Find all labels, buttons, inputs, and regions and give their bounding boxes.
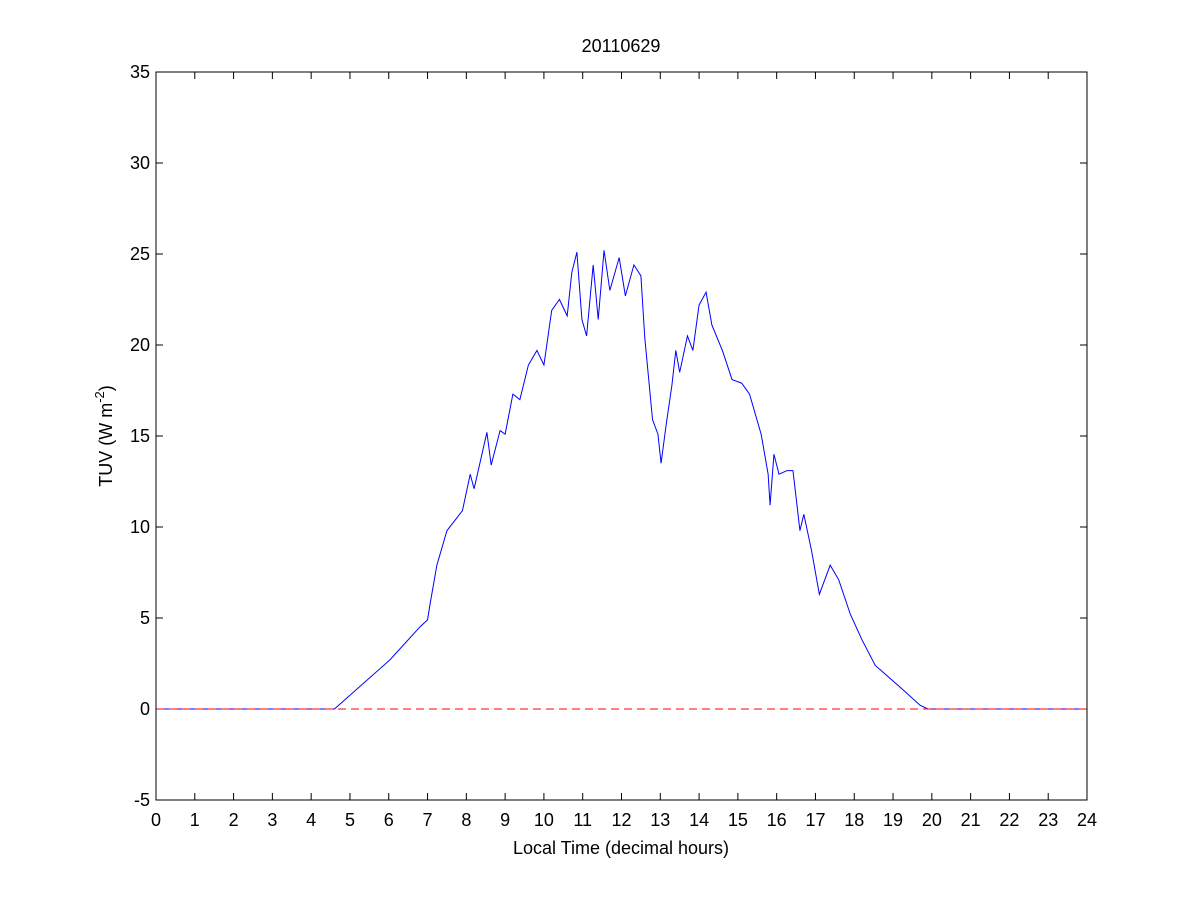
x-tick-label: 10 [534, 810, 554, 830]
x-tick-label: 20 [922, 810, 942, 830]
x-tick-label: 22 [999, 810, 1019, 830]
x-tick-label: 17 [805, 810, 825, 830]
x-tick-label: 19 [883, 810, 903, 830]
x-tick-label: 6 [384, 810, 394, 830]
y-tick-label: 10 [130, 517, 150, 537]
x-tick-label: 16 [767, 810, 787, 830]
y-tick-label: 30 [130, 153, 150, 173]
y-tick-label: 20 [130, 335, 150, 355]
x-tick-label: 3 [267, 810, 277, 830]
axes-box [155, 71, 1088, 801]
y-label-text: TUV (W m [96, 403, 116, 487]
y-tick-label: 35 [130, 62, 150, 82]
x-tick-label: 21 [961, 810, 981, 830]
x-tick-label: 4 [306, 810, 316, 830]
y-label-sup: -2 [92, 391, 107, 403]
y-tick-label: 5 [140, 608, 150, 628]
x-tick-label: 15 [728, 810, 748, 830]
x-tick-label: 2 [229, 810, 239, 830]
chart-title: 20110629 [582, 36, 661, 56]
x-tick-label: 23 [1038, 810, 1058, 830]
x-tick-label: 13 [650, 810, 670, 830]
x-tick-label: 5 [345, 810, 355, 830]
x-tick-label: 8 [461, 810, 471, 830]
y-tick-label: 15 [130, 426, 150, 446]
x-tick-label: 1 [190, 810, 200, 830]
y-tick-label: -5 [134, 790, 150, 810]
y-tick-label: 25 [130, 244, 150, 264]
x-tick-label: 14 [689, 810, 709, 830]
x-tick-label: 9 [500, 810, 510, 830]
x-tick-label: 7 [423, 810, 433, 830]
y-label-suffix: ) [96, 385, 116, 391]
x-tick-label: 12 [611, 810, 631, 830]
data-line [156, 250, 1087, 710]
x-tick-label: 18 [844, 810, 864, 830]
x-tick-label: 0 [151, 810, 161, 830]
x-tick-label: 24 [1077, 810, 1097, 830]
y-axis-label: TUV (W m-2) [92, 385, 116, 487]
x-tick-label: 11 [573, 810, 592, 830]
y-tick-label: 0 [140, 699, 150, 719]
x-axis-label: Local Time (decimal hours) [513, 838, 729, 858]
